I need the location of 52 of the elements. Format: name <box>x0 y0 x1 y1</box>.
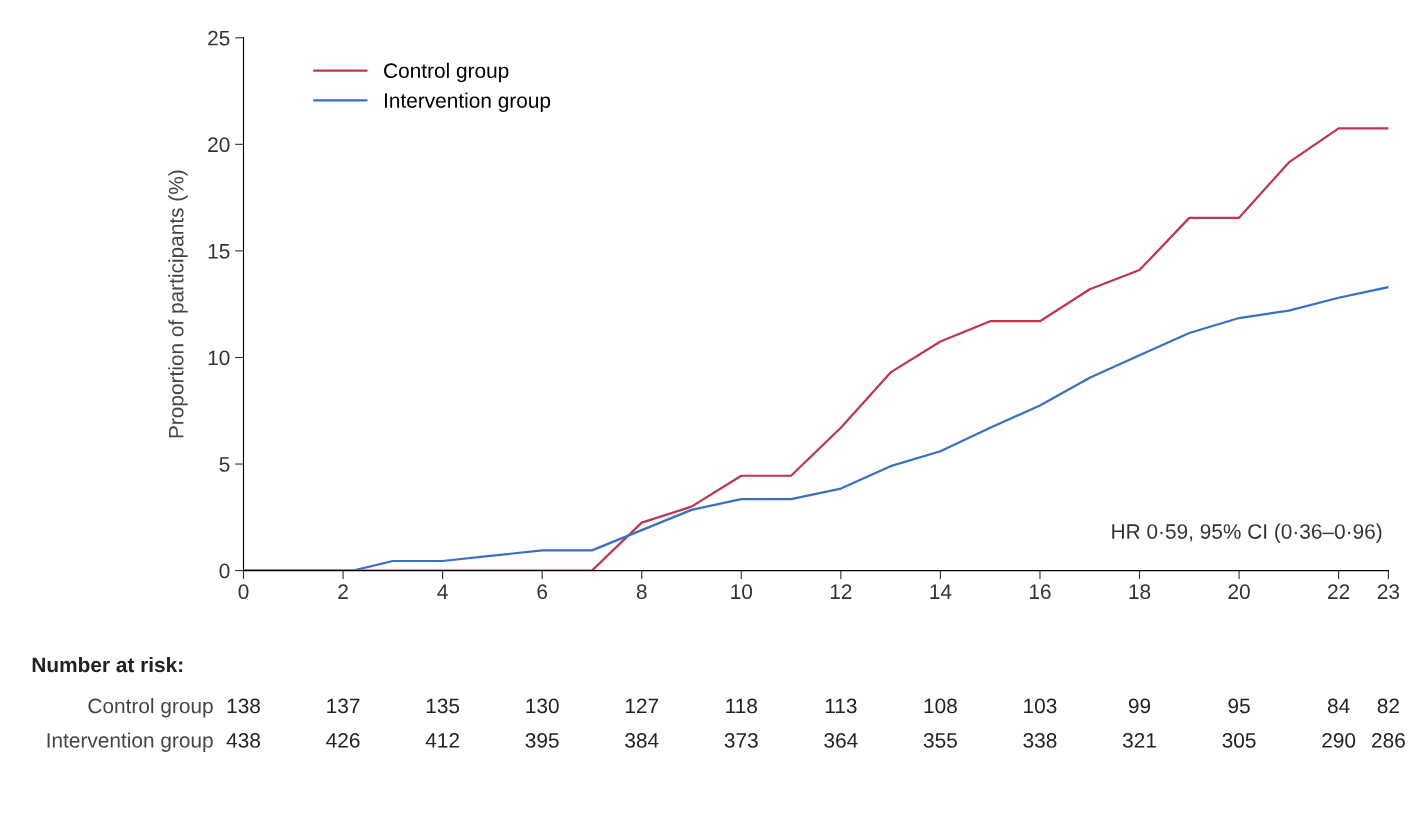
text: 82 <box>1377 698 1399 714</box>
text: 338 <box>1023 733 1057 748</box>
text: 108 <box>924 698 957 714</box>
text: 290 <box>1322 733 1356 748</box>
text: Intervention group <box>47 732 213 752</box>
x-tick-label: 22 <box>1328 584 1350 599</box>
text: 99 <box>1128 698 1151 714</box>
annotation: HR 0·59, 95% CI (0·36–0·96) <box>1112 523 1382 543</box>
text: 137 <box>327 698 360 714</box>
text: 138 <box>227 698 260 714</box>
x-tick-label: 14 <box>930 584 952 599</box>
y-tick-label: 20 <box>208 137 230 153</box>
x-tick-label: 6 <box>537 584 548 600</box>
legend-label: Intervention group <box>384 92 551 113</box>
y-tick-label: 15 <box>208 244 230 259</box>
x-tick-label: 8 <box>636 584 647 600</box>
x-tick-label: 23 <box>1377 584 1400 600</box>
text: 118 <box>726 698 757 714</box>
x-tick-label: 2 <box>338 584 348 599</box>
y-tick-label: 10 <box>208 350 230 366</box>
y-axis-title: Proportion of participants (%) <box>168 170 188 438</box>
text: 130 <box>526 698 559 714</box>
x-tick-label: 12 <box>830 584 852 599</box>
text: Control group <box>88 697 213 718</box>
text: Number at risk: <box>32 656 183 673</box>
text: 355 <box>923 733 957 748</box>
x-tick-label: 0 <box>238 584 249 600</box>
x-tick-label: 16 <box>1029 584 1051 600</box>
text: 412 <box>425 733 459 748</box>
x-tick-label: 4 <box>437 584 448 599</box>
x-tick-label: 10 <box>731 584 753 600</box>
text: 103 <box>1024 698 1057 714</box>
text: 113 <box>825 698 857 714</box>
legend-label: Control group <box>384 62 509 83</box>
text: 127 <box>625 698 659 714</box>
text: 321 <box>1122 733 1156 748</box>
y-tick-label: 0 <box>219 563 230 579</box>
text: 95 <box>1228 698 1250 714</box>
text: 426 <box>326 733 360 748</box>
text: 364 <box>824 733 858 748</box>
text: 438 <box>226 733 260 748</box>
y-tick-label: 25 <box>208 30 230 46</box>
text: 373 <box>724 733 758 748</box>
text: 135 <box>426 698 460 714</box>
text: 305 <box>1222 733 1256 748</box>
text: 395 <box>525 733 559 748</box>
text: 84 <box>1327 698 1350 714</box>
y-tick-label: 5 <box>219 457 230 472</box>
x-tick-label: 18 <box>1129 584 1151 600</box>
text: 384 <box>625 733 659 748</box>
text: 286 <box>1372 733 1405 748</box>
x-tick-label: 20 <box>1228 584 1250 600</box>
